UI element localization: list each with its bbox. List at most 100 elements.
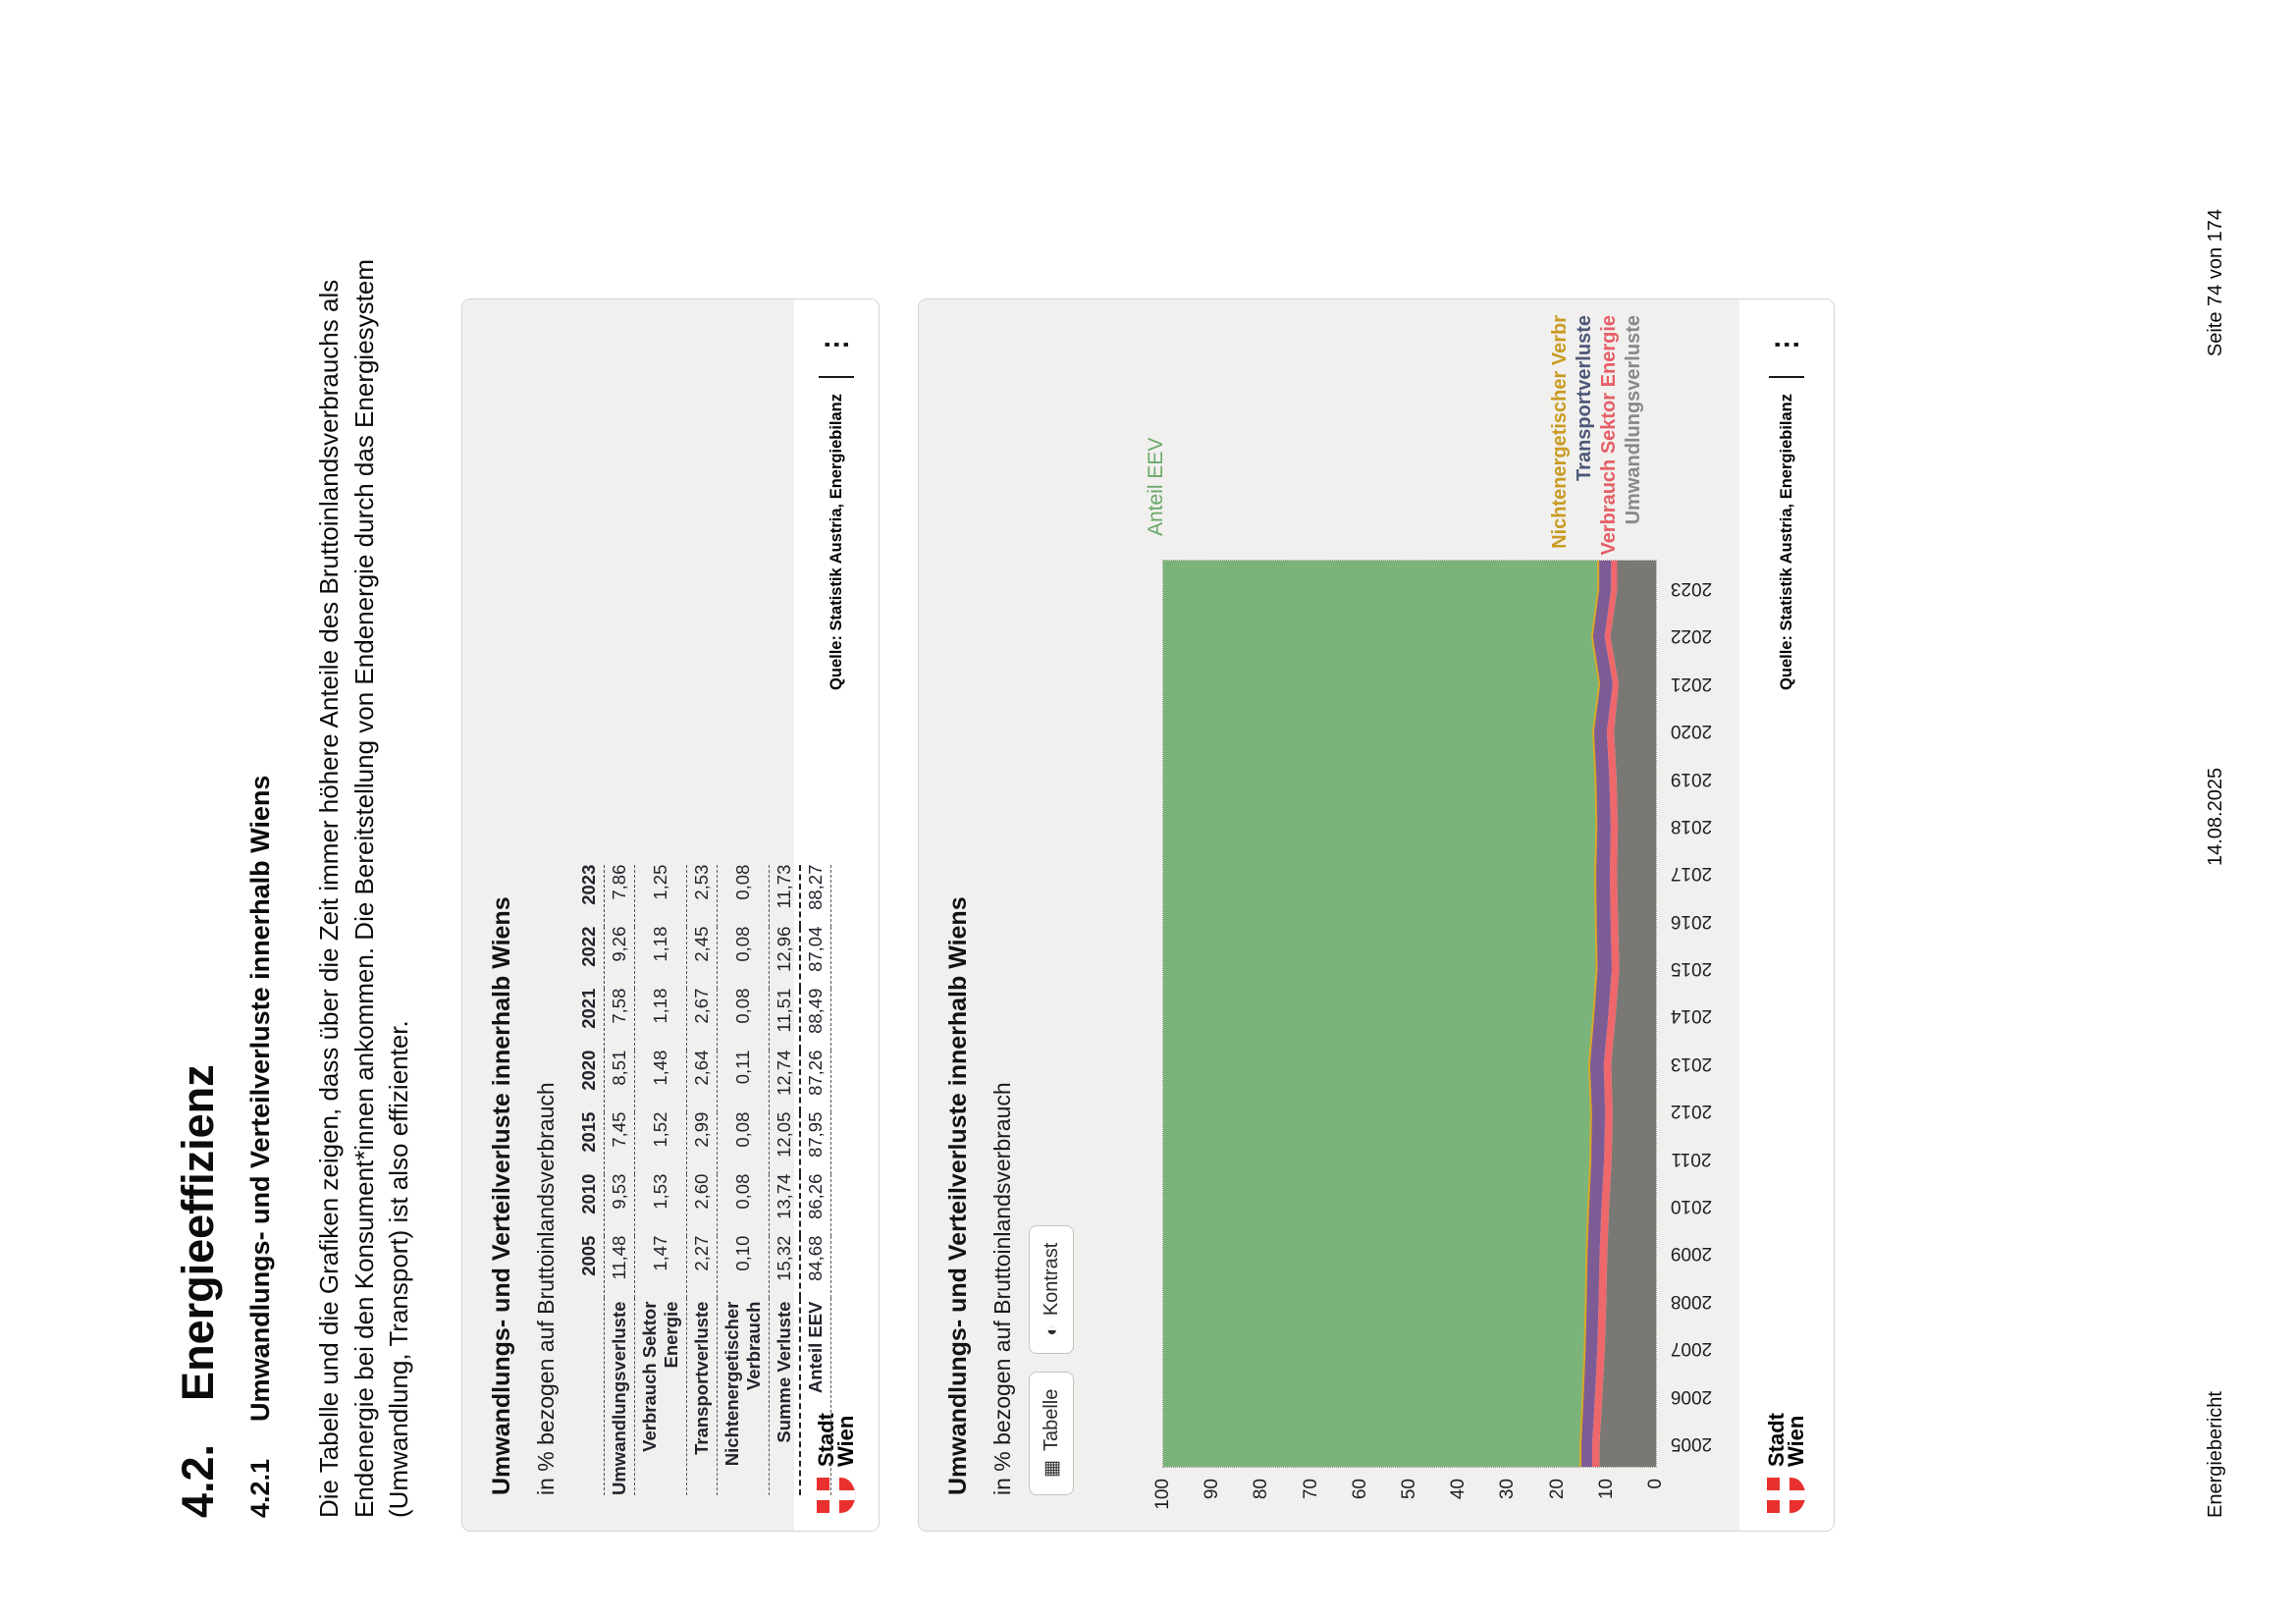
y-axis-tick: 30 bbox=[1497, 1479, 1519, 1500]
table-cell: 8,51 bbox=[609, 1050, 629, 1086]
x-axis-year-label: 2023 bbox=[1670, 578, 1713, 599]
stadt-wien-logo: Stadt Wien bbox=[814, 1413, 858, 1515]
table-row: Summe Verluste 15,32 13,74 12,05 12,74 11,51 1… bbox=[769, 864, 800, 1495]
table-row-label: Transportverluste bbox=[691, 1301, 712, 1455]
x-axis-year-label: 2018 bbox=[1670, 815, 1713, 836]
table-year-header: 2010 bbox=[578, 1173, 599, 1214]
table-cell: 12,05 bbox=[774, 1111, 794, 1158]
table-row: Umwandlungsverluste 11,48 9,53 7,45 8,51 7,58… bbox=[604, 864, 635, 1495]
table-cell: 0,08 bbox=[732, 988, 753, 1024]
section-number: 4.2. bbox=[173, 1443, 223, 1518]
chart-card-subtitle: in % bezogen auf Bruttoinlandsverbrauch bbox=[989, 1082, 1015, 1495]
y-axis-tick: 90 bbox=[1201, 1479, 1223, 1500]
y-axis-tick: 50 bbox=[1399, 1479, 1419, 1500]
table-card-subtitle: in % bezogen auf Bruttoinlandsverbrauch bbox=[533, 1082, 559, 1495]
legend-entry: Umwandlungsverluste bbox=[1623, 315, 1644, 525]
section-title: Energieeffizienz bbox=[173, 1064, 223, 1401]
table-cell: 87,26 bbox=[805, 1050, 826, 1096]
chart-legend: Nichtenergetischer Verbr Transportverlust… bbox=[1548, 315, 1646, 556]
table-row: Nichtenergetischer Verbrauch 0,10 0,08 0,08… bbox=[717, 864, 770, 1495]
table-card-body: Umwandlungs- und Verteilverluste innerha… bbox=[462, 299, 831, 1531]
chart-toolbar: ▦ Tabelle ◐ Kontrast bbox=[1029, 1224, 1074, 1495]
wien-coat-of-arms-icon bbox=[1767, 1478, 1806, 1513]
table-cell: 9,53 bbox=[609, 1173, 629, 1210]
loss-table-card: Umwandlungs- und Verteilverluste innerha… bbox=[461, 298, 880, 1532]
table-cell: 12,96 bbox=[774, 926, 794, 972]
table-cell: 2,64 bbox=[691, 1050, 712, 1086]
footer-divider bbox=[819, 376, 854, 378]
kebab-menu-icon[interactable]: ⋮ bbox=[1771, 331, 1801, 358]
table-cell: 11,51 bbox=[774, 988, 794, 1033]
table-cell: 0,08 bbox=[732, 1111, 753, 1148]
kontrast-button[interactable]: ◐ Kontrast bbox=[1029, 1224, 1074, 1354]
table-year-header: 2005 bbox=[578, 1235, 599, 1276]
table-cell: 1,48 bbox=[650, 1050, 670, 1086]
y-axis-tick: 40 bbox=[1448, 1479, 1469, 1500]
table-cell: 0,11 bbox=[732, 1050, 753, 1085]
table-cell: 7,45 bbox=[609, 1111, 629, 1148]
kontrast-button-label: Kontrast bbox=[1040, 1242, 1062, 1317]
table-cell: 15,32 bbox=[774, 1235, 794, 1281]
x-axis-year-label: 2016 bbox=[1670, 910, 1713, 932]
x-axis-year-label: 2021 bbox=[1670, 673, 1713, 694]
table-row-label: Nichtenergetischer Verbrauch bbox=[721, 1301, 764, 1467]
table-cell: 87,95 bbox=[805, 1111, 826, 1158]
table-cell: 11,48 bbox=[609, 1235, 629, 1280]
x-axis-year-label: 2022 bbox=[1670, 625, 1713, 647]
table-year-header: 2022 bbox=[578, 926, 599, 967]
series-area bbox=[1599, 561, 1656, 1467]
x-axis-year-label: 2015 bbox=[1670, 958, 1713, 980]
tabelle-button[interactable]: ▦ Tabelle bbox=[1029, 1371, 1074, 1495]
table-cell: 87,04 bbox=[805, 926, 826, 972]
table-cell: 2,60 bbox=[691, 1173, 712, 1210]
x-axis-year-label: 2005 bbox=[1670, 1433, 1713, 1454]
footer-document-title: Energiebericht bbox=[2205, 1391, 2226, 1518]
footer-date: 14.08.2025 bbox=[2205, 767, 2226, 866]
legend-entry: Nichtenergetischer Verbr bbox=[1549, 315, 1571, 549]
x-axis-year-label: 2010 bbox=[1670, 1196, 1713, 1217]
table-cell: 1,18 bbox=[650, 926, 670, 962]
table-card-footer: Stadt Wien Quelle: Statistik Austria, En… bbox=[794, 299, 879, 1531]
table-corner-cell bbox=[574, 1298, 605, 1495]
table-year-header: 2020 bbox=[578, 1050, 599, 1091]
loss-boundary-line bbox=[1579, 561, 1601, 1467]
table-card-title: Umwandlungs- und Verteilverluste innerha… bbox=[488, 896, 515, 1495]
table-cell: 0,08 bbox=[732, 864, 753, 900]
table-cell: 84,68 bbox=[805, 1235, 826, 1281]
table-row-label: Umwandlungsverluste bbox=[609, 1301, 629, 1495]
x-axis-year-label: 2008 bbox=[1670, 1290, 1713, 1312]
stadt-wien-logo: Stadt Wien bbox=[1764, 1413, 1808, 1515]
series-area bbox=[1592, 561, 1620, 1467]
table-cell: 2,99 bbox=[691, 1111, 712, 1148]
table-cell: 7,58 bbox=[609, 988, 629, 1024]
y-axis-tick: 10 bbox=[1595, 1479, 1617, 1500]
kebab-menu-icon[interactable]: ⋮ bbox=[821, 331, 851, 358]
table-cell: 2,45 bbox=[691, 926, 712, 962]
table-cell: 0,08 bbox=[732, 1173, 753, 1210]
logo-line-2: Wien bbox=[1784, 1415, 1808, 1467]
stadt-wien-logo-text: Stadt Wien bbox=[1764, 1413, 1808, 1467]
x-axis-year-label: 2019 bbox=[1670, 768, 1713, 789]
footer-page-number: Seite 74 von 174 bbox=[2205, 209, 2226, 357]
table-cell: 0,08 bbox=[732, 926, 753, 962]
table-row-label: Verbrauch Sektor Energie bbox=[639, 1301, 681, 1452]
table-cell: 2,53 bbox=[691, 864, 712, 900]
section-heading: 4.2. Energieeffizienz bbox=[173, 1064, 224, 1518]
chart-card-body: Umwandlungs- und Verteilverluste innerha… bbox=[919, 299, 1739, 1531]
tabelle-button-label: Tabelle bbox=[1040, 1388, 1062, 1452]
subsection-heading: 4.2.1 Umwandlungs- und Verteilverluste i… bbox=[245, 776, 276, 1518]
table-cell: 0,10 bbox=[732, 1235, 753, 1271]
table-cell: 2,27 bbox=[691, 1235, 712, 1271]
logo-line-2: Wien bbox=[833, 1415, 858, 1467]
y-axis-tick: 60 bbox=[1349, 1479, 1370, 1500]
subsection-title: Umwandlungs- und Verteilverluste innerha… bbox=[245, 775, 275, 1422]
loss-table: 2005 2010 2015 2020 2021 2022 2023 Umwandlungsv… bbox=[574, 864, 831, 1495]
loss-chart-card: Umwandlungs- und Verteilverluste innerha… bbox=[918, 298, 1835, 1532]
table-cell: 12,74 bbox=[774, 1050, 794, 1096]
x-axis-year-label: 2007 bbox=[1670, 1338, 1713, 1360]
table-cell: 1,25 bbox=[650, 864, 670, 900]
legend-entry: Verbrauch Sektor Energie bbox=[1598, 315, 1620, 556]
series-area bbox=[1163, 561, 1600, 1467]
